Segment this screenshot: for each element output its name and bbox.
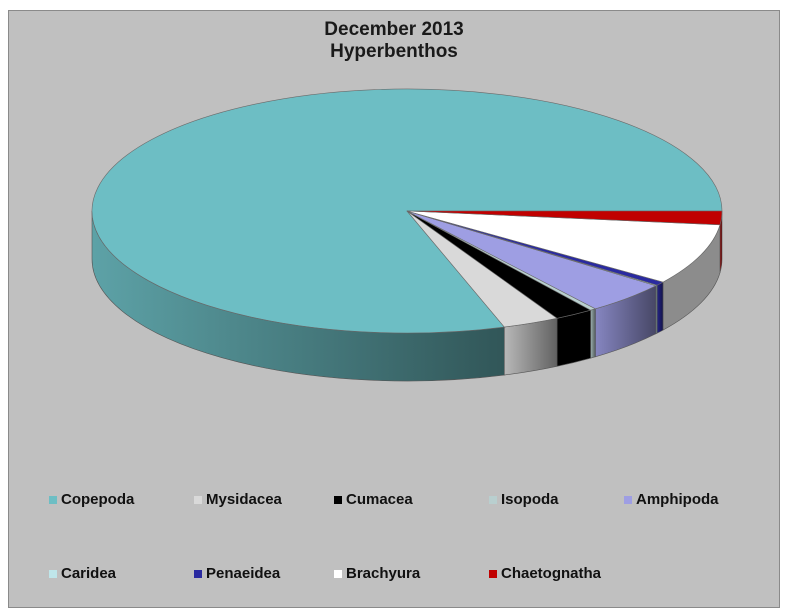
pie-slice-copepoda [91,88,723,334]
legend-item-amphipoda: Amphipoda [624,491,719,508]
legend-item-mysidacea: Mysidacea [194,491,282,508]
legend-swatch [334,569,342,578]
chart-title-line-2: Hyperbenthos [330,41,458,62]
pie-side-isopoda [590,308,596,359]
pie-slice-chaetognatha [406,210,723,226]
legend-label: Brachyura [346,565,421,582]
pie-chart [91,88,723,382]
legend-label: Penaeidea [206,565,281,582]
legend-item-chaetognatha: Chaetognatha [489,565,601,582]
pie-slice-brachyura [406,210,721,283]
legend-item-copepoda: Copepoda [49,491,134,508]
chart-title: December 2013 Hyperbenthos [9,19,779,63]
legend-label: Mysidacea [206,491,282,508]
legend-label: Cumacea [346,491,413,508]
legend-swatch [489,569,497,578]
chart-area: December 2013 Hyperbenthos Copepoda Mysid… [8,10,780,608]
legend-item-isopoda: Isopoda [489,491,559,508]
pie-side-cumacea [556,309,591,367]
legend-label: Caridea [61,565,117,582]
legend-swatch [49,495,57,504]
legend-item-caridea: Caridea [49,565,116,582]
legend-label: Chaetognatha [501,565,602,582]
legend-item-cumacea: Cumacea [334,491,413,508]
legend-swatch [334,495,342,504]
legend-swatch [194,569,202,578]
legend-item-penaeidea: Penaeidea [194,565,280,582]
pie-side-mysidacea [504,317,558,376]
legend-label: Copepoda [61,491,135,508]
legend-label: Isopoda [501,491,559,508]
legend-swatch [489,495,497,504]
legend-item-brachyura: Brachyura [334,565,420,582]
legend-swatch [194,495,202,504]
legend-swatch [624,495,632,504]
legend-label: Amphipoda [636,491,719,508]
pie-side-penaeidea [656,281,664,334]
chart-title-line-1: December 2013 [324,19,464,40]
legend-swatch [49,569,57,578]
